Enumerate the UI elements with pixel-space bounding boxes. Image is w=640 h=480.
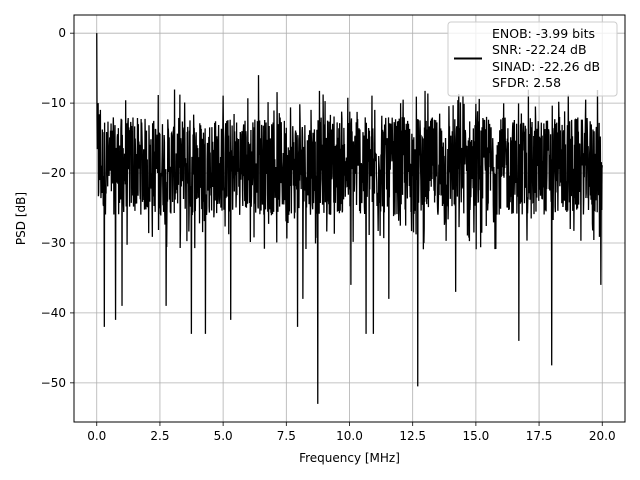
- x-tick-label: 5.0: [214, 429, 233, 443]
- legend-box: [447, 21, 618, 97]
- y-tick-label: −30: [41, 236, 66, 250]
- x-tick-label: 2.5: [150, 429, 169, 443]
- x-tick-label: 20.0: [589, 429, 616, 443]
- y-axis-label: PSD [dB]: [14, 192, 28, 245]
- y-tick-label: −20: [41, 166, 66, 180]
- x-axis: 0.0 2.5 5.0 7.5 10.0 12.5 15.0 17.5 20.0: [87, 422, 616, 443]
- y-tick-label: −50: [41, 376, 66, 390]
- y-tick-label: −40: [41, 306, 66, 320]
- x-tick-label: 10.0: [336, 429, 363, 443]
- x-tick-label: 0.0: [87, 429, 106, 443]
- y-tick-label: −10: [41, 96, 66, 110]
- x-tick-label: 17.5: [526, 429, 553, 443]
- legend-entry-sfdr: SFDR: 2.58: [492, 75, 561, 90]
- y-tick-label: 0: [58, 26, 66, 40]
- legend-entry-sinad: SINAD: -22.26 dB: [492, 59, 600, 74]
- x-tick-label: 12.5: [399, 429, 426, 443]
- legend: ENOB: -3.99 bits SNR: -22.24 dB SINAD: -…: [447, 21, 618, 97]
- legend-entry-snr: SNR: -22.24 dB: [492, 42, 587, 57]
- plot-area: [96, 33, 603, 404]
- legend-entry-enob: ENOB: -3.99 bits: [492, 26, 595, 41]
- x-tick-label: 15.0: [463, 429, 490, 443]
- psd-series-line: [96, 33, 603, 404]
- y-axis: 0 −10 −20 −30 −40 −50: [41, 26, 74, 390]
- x-tick-label: 7.5: [277, 429, 296, 443]
- x-axis-label: Frequency [MHz]: [299, 451, 400, 465]
